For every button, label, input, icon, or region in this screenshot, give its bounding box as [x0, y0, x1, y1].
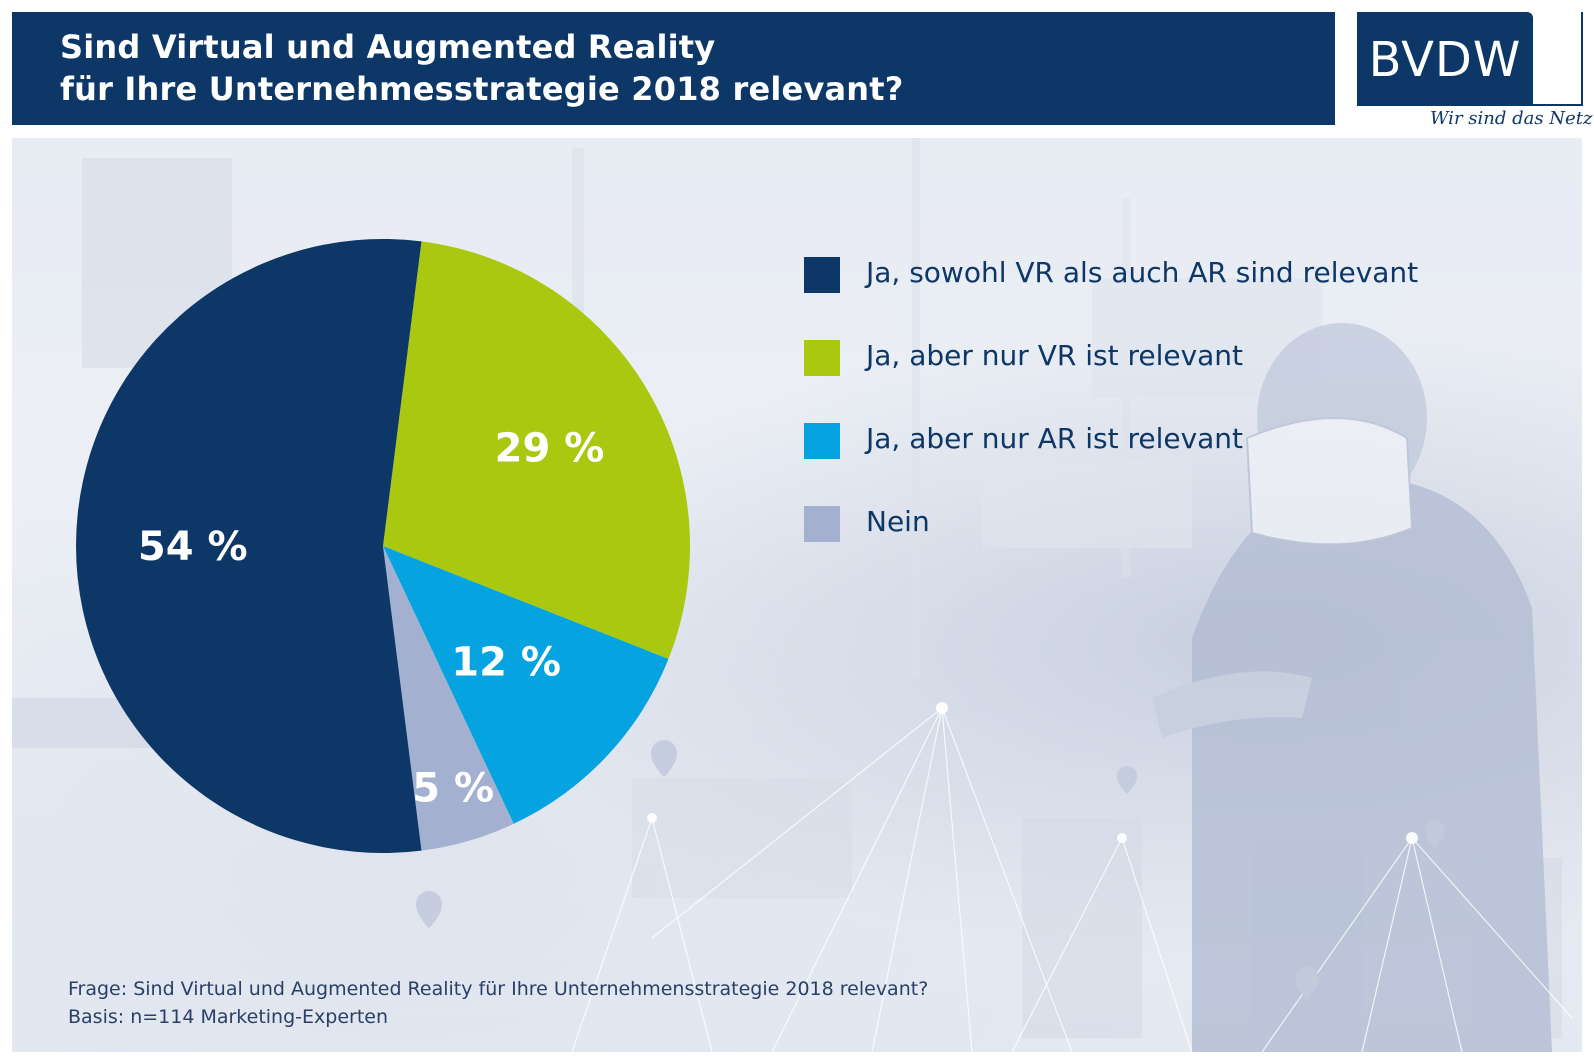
footnote-basis: Basis: n=114 Marketing-Experten — [68, 1006, 389, 1028]
title-bar: Sind Virtual und Augmented Reality für I… — [12, 12, 1335, 125]
chart-title-line-1: Sind Virtual und Augmented Reality — [60, 28, 716, 66]
legend-label-vr-and-ar: Ja, sowohl VR als auch AR sind relevant — [866, 256, 1419, 289]
logo-tagline: Wir sind das Netz — [1430, 108, 1593, 129]
pie-slice-only-vr — [383, 241, 690, 660]
pie-label-only-ar: 12 % — [451, 640, 561, 686]
footnote-question: Frage: Sind Virtual und Augmented Realit… — [68, 978, 929, 1000]
legend-label-nein: Nein — [866, 505, 930, 538]
pie-label-vr-and-ar: 54 % — [138, 524, 248, 570]
legend-label-only-ar: Ja, aber nur AR ist relevant — [866, 422, 1244, 455]
pie-label-nein: 5 % — [412, 766, 494, 812]
legend-label-only-vr: Ja, aber nur VR ist relevant — [866, 339, 1244, 372]
legend-swatch-nein — [804, 506, 840, 542]
bvdw-logo: BVDW — [1357, 12, 1533, 104]
pie-slice-nein — [383, 546, 514, 851]
legend-swatch-vr-and-ar — [804, 257, 840, 293]
pie-label-only-vr: 29 % — [495, 426, 605, 472]
chart-title-line-2: für Ihre Unternehmesstrategie 2018 relev… — [60, 70, 904, 108]
logo-text: BVDW — [1368, 32, 1522, 88]
pie-slice-only-ar — [383, 546, 669, 824]
pie-slice-vr-and-ar — [76, 239, 422, 854]
legend-swatch-only-vr — [804, 340, 840, 376]
logo-underline — [1357, 104, 1583, 106]
logo-side-rule — [1581, 12, 1583, 106]
legend-swatch-only-ar — [804, 423, 840, 459]
